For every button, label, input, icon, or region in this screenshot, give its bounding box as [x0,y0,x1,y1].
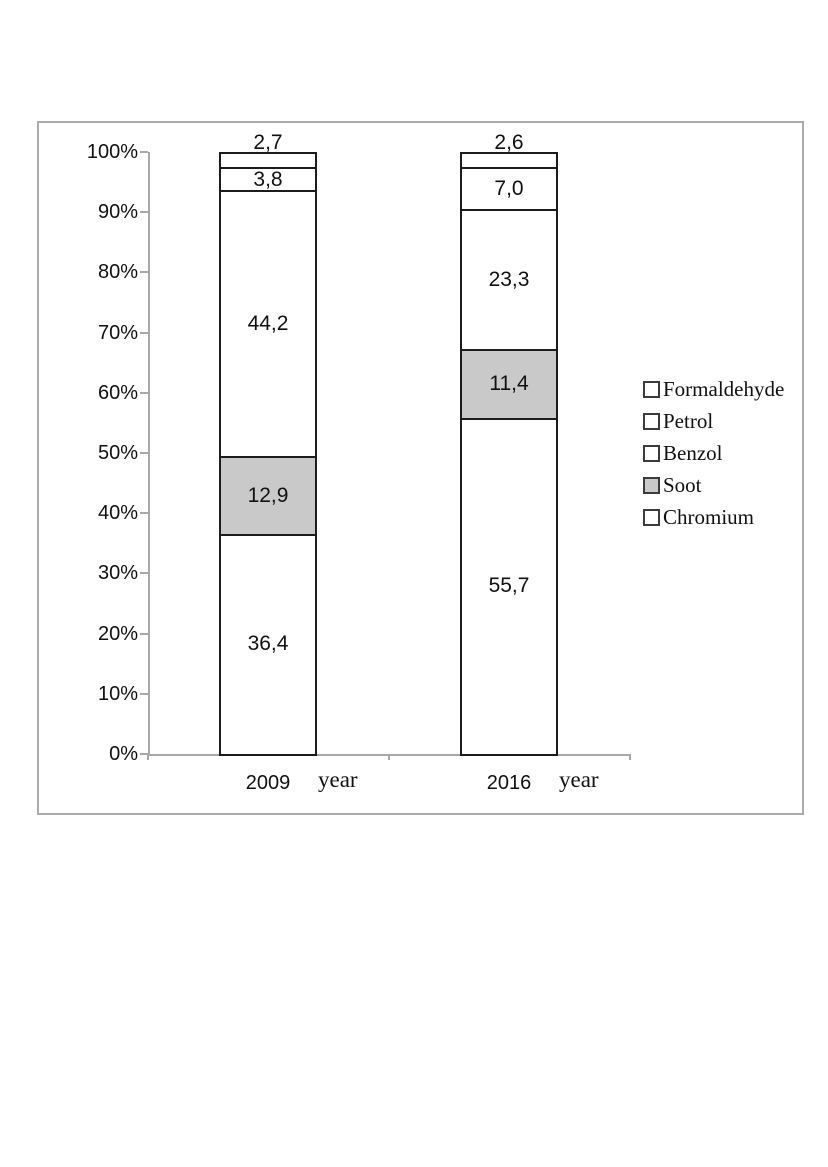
segment-boundary [219,533,317,536]
legend-item-chromium: Chromium [643,505,754,529]
legend-swatch-benzol-icon [643,444,660,462]
segment-boundary [460,417,558,420]
y-axis-tick [140,271,148,274]
value-label-petrol-2016: 7,0 [494,176,524,200]
x-axis-tick [629,754,631,760]
value-label-chromium-2009: 36,4 [247,632,289,656]
bar-2009 [219,152,317,756]
y-axis-tick-label: 60% [97,381,138,404]
segment-formaldehyde-2016 [460,152,558,168]
x-axis-year-suffix-2009: year [318,767,358,792]
value-label-formaldehyde-2016: 2,6 [494,131,524,154]
segment-boundary [460,349,558,352]
segment-boundary [219,456,317,459]
segment-petrol-2009 [219,168,317,192]
value-label-soot-2009: 12,9 [247,484,289,508]
value-label-benzol-2016: 23,3 [488,267,530,291]
y-axis-tick-label: 20% [97,622,138,645]
y-axis-tick-label: 80% [97,261,138,284]
x-axis-category-label-2009: 2009 [245,772,291,794]
legend-label-petrol: Petrol [663,408,714,433]
y-axis-tick-label: 10% [97,682,138,705]
y-axis-tick-label: 70% [97,321,138,344]
segment-petrol-2016 [460,167,558,210]
segment-boundary [219,190,317,193]
legend-swatch-soot-icon [643,476,660,494]
y-axis-tick-label: 100% [86,141,138,163]
y-axis-tick [140,331,148,334]
y-axis-line [148,152,150,756]
segment-chromium-2009 [219,534,317,754]
segment-chromium-2016 [460,418,558,754]
legend-item-soot: Soot [643,473,702,497]
legend-item-benzol: Benzol [643,441,722,465]
y-axis-tick-label: 40% [97,502,138,525]
segment-boundary [460,208,558,211]
y-axis-tick [140,391,148,394]
value-label-soot-2016: 11,4 [489,372,529,396]
y-axis-tick-label: 30% [97,562,138,585]
legend-label-soot: Soot [663,472,702,497]
x-axis-tick [147,754,149,760]
chart-frame [37,121,804,815]
y-axis-tick [140,753,148,755]
legend-label-benzol: Benzol [663,440,723,465]
x-axis-tick [388,754,390,760]
x-axis-year-suffix-2016: year [559,767,599,792]
legend-item-petrol: Petrol [643,409,713,433]
bar-2016 [460,152,558,756]
legend-label-chromium: Chromium [663,504,755,529]
segment-benzol-2016 [460,209,558,351]
legend-swatch-petrol-icon [643,412,660,430]
y-axis-tick [140,632,148,635]
value-label-petrol-2009: 3,8 [253,167,283,191]
y-axis-tick-label: 0% [109,743,138,765]
y-axis-tick [140,512,148,515]
segment-soot-2016 [460,350,558,419]
legend-label-formaldehyde: Formaldehyde [663,376,785,401]
legend-swatch-formaldehyde-icon [643,380,660,398]
segment-boundary [460,166,558,169]
segment-soot-2009 [219,457,317,535]
legend-swatch-chromium-icon [643,508,660,526]
segment-boundary [219,167,317,170]
value-label-chromium-2016: 55,7 [488,574,530,598]
y-axis-tick [140,572,148,575]
y-axis-tick [140,692,148,695]
value-label-formaldehyde-2009: 2,7 [253,131,283,154]
x-axis-category-label-2016: 2016 [486,772,532,794]
y-axis-tick [140,211,148,214]
legend-item-formaldehyde: Formaldehyde [643,377,784,401]
value-label-benzol-2009: 44,2 [247,312,289,336]
segment-formaldehyde-2009 [219,152,317,169]
y-axis-tick [140,452,148,454]
y-axis-tick-label: 90% [97,201,138,224]
y-axis-tick [140,151,148,153]
y-axis-tick-label: 50% [97,442,138,464]
segment-benzol-2009 [219,191,317,458]
